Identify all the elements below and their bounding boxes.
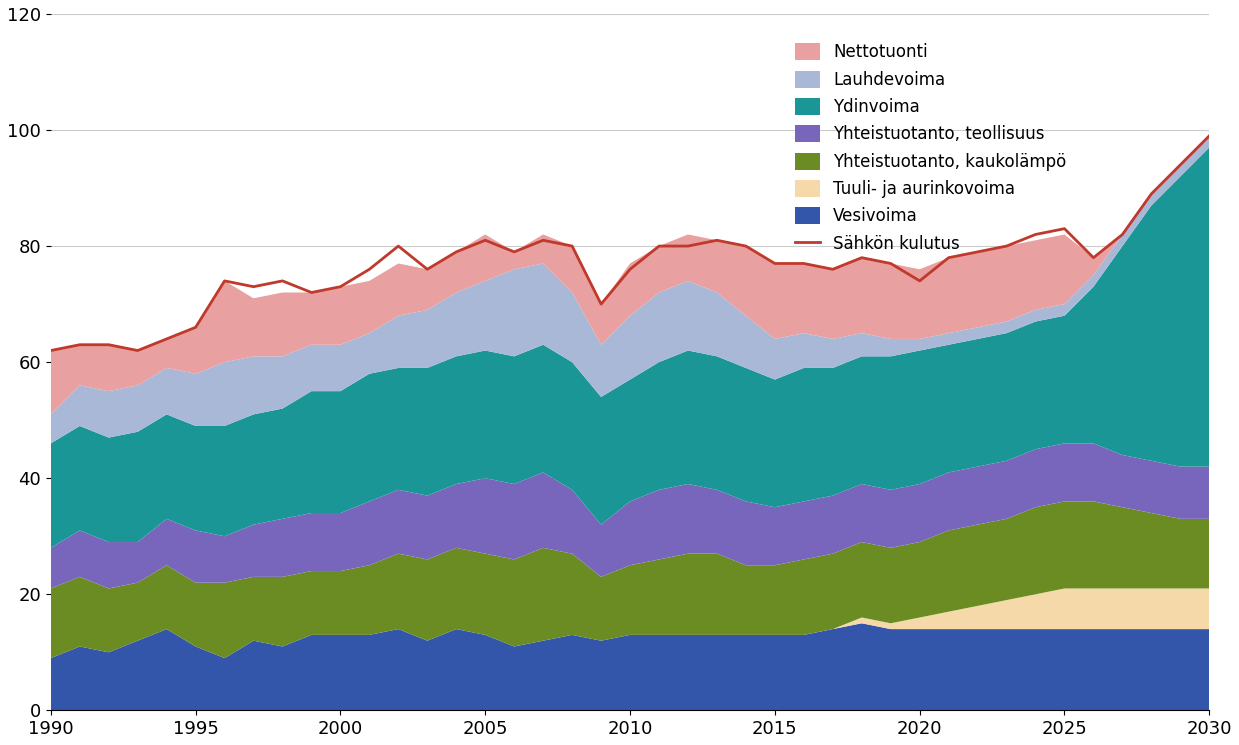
Legend: Nettotuonti, Lauhdevoima, Ydinvoima, Yhteistuotanto, teollisuus, Yhteistuotanto,: Nettotuonti, Lauhdevoima, Ydinvoima, Yht… bbox=[794, 43, 1067, 253]
